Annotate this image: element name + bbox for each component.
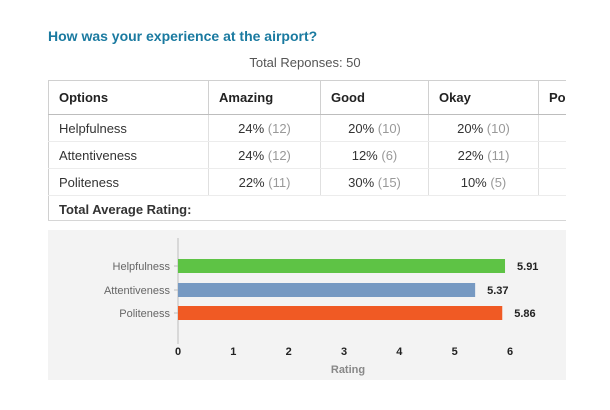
header-okay: Okay <box>428 80 539 115</box>
cell-good: 30% (15) <box>320 168 429 196</box>
results-table: Options Amazing Good Okay Po Helpfulness… <box>48 80 566 221</box>
cell-good: 20% (10) <box>320 114 429 142</box>
bar-attentiveness <box>178 283 476 297</box>
x-tick-label: 6 <box>507 346 513 358</box>
cell-poor <box>538 114 566 142</box>
x-axis-label: Rating <box>331 364 365 376</box>
bar-politeness <box>178 306 503 320</box>
header-good: Good <box>320 80 429 115</box>
bar-helpfulness <box>178 259 506 273</box>
cell-amazing: 24% (12) <box>208 114 321 142</box>
table-header-row: Options Amazing Good Okay Po <box>48 80 566 115</box>
cell-okay: 22% (11) <box>428 141 539 169</box>
x-tick-label: 5 <box>452 346 458 358</box>
category-label: Helpfulness <box>113 261 171 273</box>
total-responses: Total Reponses: 50 <box>249 55 361 70</box>
value-label: 5.86 <box>514 308 535 320</box>
header-amazing: Amazing <box>208 80 321 115</box>
question-title: How was your experience at the airport? <box>48 28 318 44</box>
cell-good: 12% (6) <box>320 141 429 169</box>
table-row: Politeness 22% (11) 30% (15) 10% (5) <box>48 168 566 196</box>
x-tick-label: 0 <box>175 346 181 358</box>
average-label: Total Average Rating: <box>48 195 566 220</box>
rating-chart: Helpfulness 5.91 Attentiveness 5.37 Politene… <box>48 230 566 380</box>
row-label: Politeness <box>48 168 209 196</box>
cell-amazing: 22% (11) <box>208 168 321 196</box>
cell-okay: 20% (10) <box>428 114 539 142</box>
x-tick-label: 4 <box>396 346 403 358</box>
x-tick-label: 1 <box>230 346 236 358</box>
table-row: Attentiveness 24% (12) 12% (6) 22% (11) <box>48 141 566 169</box>
cell-okay: 10% (5) <box>428 168 539 196</box>
category-label: Politeness <box>119 308 170 320</box>
cell-poor <box>538 168 566 196</box>
cell-poor <box>538 141 566 169</box>
average-row: Total Average Rating: <box>48 195 566 220</box>
x-tick-label: 2 <box>286 346 292 358</box>
x-tick-label: 3 <box>341 346 347 358</box>
value-label: 5.91 <box>517 261 538 273</box>
cell-amazing: 24% (12) <box>208 141 321 169</box>
category-label: Attentiveness <box>104 285 171 297</box>
value-label: 5.37 <box>487 285 508 297</box>
header-poor: Po <box>538 80 566 115</box>
row-label: Attentiveness <box>48 141 209 169</box>
rating-chart-svg: Helpfulness 5.91 Attentiveness 5.37 Politene… <box>104 238 538 376</box>
table-row: Helpfulness 24% (12) 20% (10) 20% (10) <box>48 114 566 142</box>
row-label: Helpfulness <box>48 114 209 142</box>
header-options: Options <box>48 80 209 115</box>
